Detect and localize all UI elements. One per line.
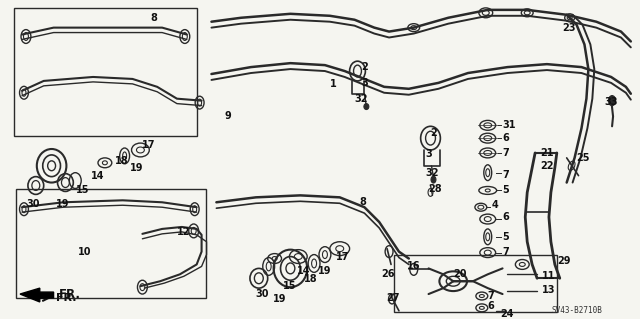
Text: 32: 32 xyxy=(426,168,439,178)
Text: FR.: FR. xyxy=(58,287,81,300)
Text: 18: 18 xyxy=(115,156,129,166)
Text: 20: 20 xyxy=(453,269,467,279)
Text: 30: 30 xyxy=(256,289,269,299)
Ellipse shape xyxy=(364,104,369,109)
Text: 3: 3 xyxy=(426,149,433,159)
Text: 17: 17 xyxy=(336,252,349,262)
Text: 25: 25 xyxy=(577,153,590,163)
Ellipse shape xyxy=(431,176,436,183)
Text: 4: 4 xyxy=(492,200,499,210)
Text: 19: 19 xyxy=(56,199,69,209)
Text: 6: 6 xyxy=(502,212,509,222)
Text: 7: 7 xyxy=(488,291,495,301)
Text: 26: 26 xyxy=(381,269,395,279)
Bar xyxy=(14,8,196,136)
Text: 1: 1 xyxy=(330,79,337,89)
Bar xyxy=(16,189,205,298)
Text: 15: 15 xyxy=(282,281,296,291)
Text: 3: 3 xyxy=(362,78,368,88)
Text: 19: 19 xyxy=(273,294,286,304)
Text: 21: 21 xyxy=(540,148,554,158)
Text: 8: 8 xyxy=(150,13,157,23)
Text: 11: 11 xyxy=(542,271,556,281)
Text: 15: 15 xyxy=(76,185,90,196)
Text: 17: 17 xyxy=(142,140,156,150)
Text: 24: 24 xyxy=(500,309,514,319)
Text: 9: 9 xyxy=(224,111,231,122)
Text: 18: 18 xyxy=(304,274,318,284)
Text: SV43-B2710B: SV43-B2710B xyxy=(551,306,602,315)
Polygon shape xyxy=(20,288,54,302)
Ellipse shape xyxy=(609,96,616,106)
Text: 12: 12 xyxy=(177,227,191,237)
Text: 16: 16 xyxy=(407,261,420,271)
Text: 22: 22 xyxy=(540,161,554,171)
Text: 27: 27 xyxy=(386,293,399,303)
Text: 10: 10 xyxy=(78,247,92,256)
Text: 2: 2 xyxy=(362,62,368,72)
Text: 5: 5 xyxy=(502,232,509,242)
Text: 31: 31 xyxy=(502,120,516,130)
Text: 7: 7 xyxy=(502,170,509,180)
Text: 6: 6 xyxy=(502,133,509,143)
Text: 2: 2 xyxy=(431,128,437,138)
Text: 7: 7 xyxy=(502,148,509,158)
Text: 14: 14 xyxy=(91,171,104,181)
Text: 19: 19 xyxy=(129,163,143,173)
Text: 33: 33 xyxy=(604,97,618,107)
Text: FR.: FR. xyxy=(56,293,76,303)
Text: 29: 29 xyxy=(557,256,570,266)
Text: 14: 14 xyxy=(298,266,311,276)
Bar xyxy=(394,255,557,312)
Text: 7: 7 xyxy=(502,247,509,256)
Text: 19: 19 xyxy=(318,266,332,276)
Text: 13: 13 xyxy=(542,285,556,295)
Text: 5: 5 xyxy=(502,185,509,196)
Text: 28: 28 xyxy=(429,184,442,195)
Text: 32: 32 xyxy=(355,94,368,104)
Text: 6: 6 xyxy=(488,301,495,311)
Text: 23: 23 xyxy=(562,23,575,33)
Text: 8: 8 xyxy=(360,197,366,207)
Text: 30: 30 xyxy=(26,199,40,209)
